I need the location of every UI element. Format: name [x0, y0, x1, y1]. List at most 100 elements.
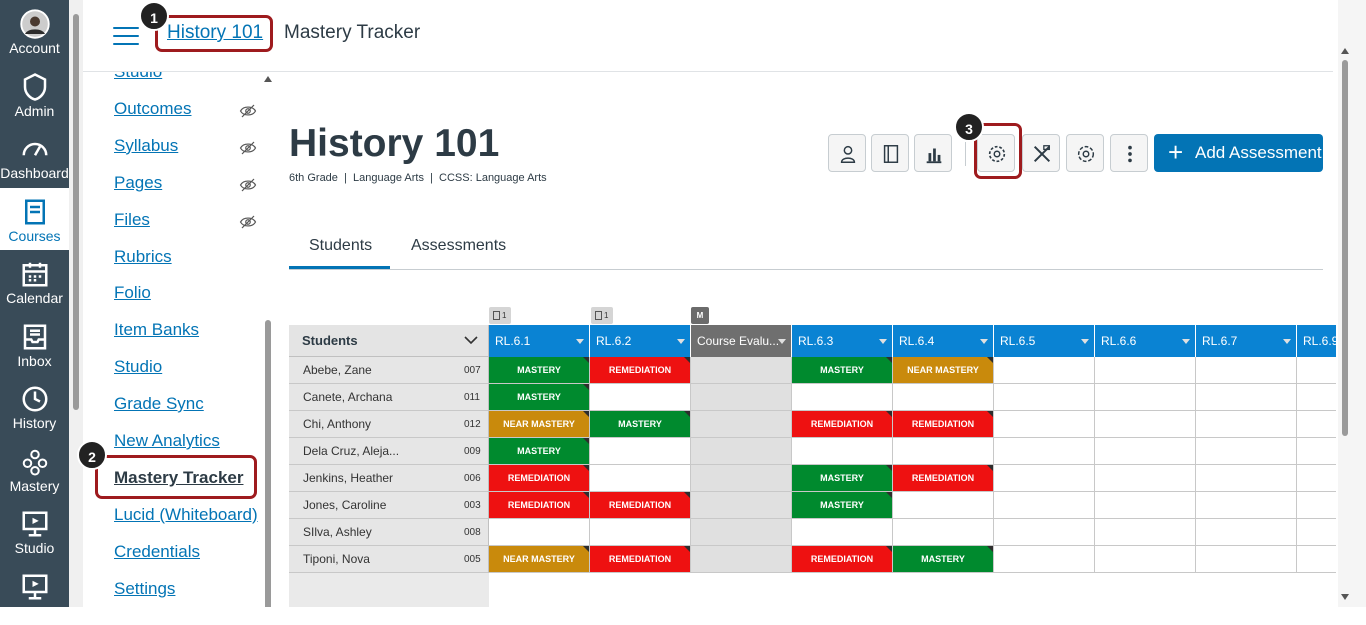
student-row[interactable]: Canete, Archana 011: [289, 384, 489, 411]
score-cell[interactable]: [1196, 546, 1297, 573]
score-cell[interactable]: NEAR MASTERY: [489, 546, 590, 573]
scrollbar-thumb[interactable]: [1342, 60, 1348, 436]
score-cell[interactable]: REMEDIATION: [590, 492, 691, 519]
student-name[interactable]: Abebe, Zane: [303, 363, 372, 377]
score-cell[interactable]: [590, 384, 691, 411]
score-cell[interactable]: [1196, 519, 1297, 546]
score-cell[interactable]: [1095, 519, 1196, 546]
student-name[interactable]: SIlva, Ashley: [303, 525, 372, 539]
score-cell[interactable]: [691, 546, 792, 573]
scroll-down-arrow-icon[interactable]: [1341, 594, 1349, 600]
global-nav-history[interactable]: History: [0, 375, 69, 437]
dropdown-arrow-icon[interactable]: [1081, 339, 1089, 344]
global-nav-extra[interactable]: [0, 563, 69, 625]
student-row[interactable]: SIlva, Ashley 008: [289, 519, 489, 546]
dropdown-arrow-icon[interactable]: [677, 339, 685, 344]
global-nav-dashboard[interactable]: Dashboard: [0, 125, 69, 187]
dropdown-arrow-icon[interactable]: [879, 339, 887, 344]
global-nav-admin[interactable]: Admin: [0, 63, 69, 125]
student-name[interactable]: Tiponi, Nova: [303, 552, 370, 566]
gradebook-button[interactable]: [871, 134, 909, 172]
score-cell[interactable]: MASTERY: [893, 546, 994, 573]
hamburger-menu-icon[interactable]: [113, 27, 139, 47]
score-cell[interactable]: [1196, 357, 1297, 384]
score-cell[interactable]: [1095, 411, 1196, 438]
course-nav-credentials[interactable]: Credentials: [114, 541, 200, 561]
student-row[interactable]: Jenkins, Heather 006: [289, 465, 489, 492]
score-cell[interactable]: [691, 492, 792, 519]
score-cell[interactable]: [691, 519, 792, 546]
scroll-up-arrow-icon[interactable]: [264, 76, 272, 82]
global-nav-account[interactable]: Account: [0, 0, 69, 62]
student-name[interactable]: Dela Cruz, Aleja...: [303, 444, 400, 458]
dropdown-arrow-icon[interactable]: [1182, 339, 1190, 344]
score-cell[interactable]: [691, 384, 792, 411]
tools-button[interactable]: [1022, 134, 1060, 172]
score-cell[interactable]: [590, 465, 691, 492]
score-cell[interactable]: REMEDIATION: [590, 357, 691, 384]
tab-students[interactable]: Students: [309, 237, 373, 254]
score-cell[interactable]: [994, 384, 1095, 411]
score-cell[interactable]: [1297, 438, 1336, 465]
score-cell[interactable]: MASTERY: [489, 438, 590, 465]
course-nav-mastery-tracker[interactable]: Mastery Tracker: [114, 467, 244, 487]
course-nav-outcomes[interactable]: Outcomes: [114, 98, 192, 118]
global-nav-calendar[interactable]: Calendar: [0, 250, 69, 312]
course-nav-syllabus[interactable]: Syllabus: [114, 135, 179, 155]
scrollbar-thumb[interactable]: [73, 14, 79, 410]
global-nav-mastery[interactable]: Mastery: [0, 438, 69, 500]
course-nav-rubrics[interactable]: Rubrics: [114, 246, 172, 266]
score-cell[interactable]: REMEDIATION: [489, 492, 590, 519]
score-cell[interactable]: [1095, 546, 1196, 573]
settings-gear-button[interactable]: [1066, 134, 1104, 172]
course-nav-studio[interactable]: Studio: [114, 72, 162, 82]
score-cell[interactable]: REMEDIATION: [792, 411, 893, 438]
score-cell[interactable]: [893, 438, 994, 465]
more-options-button[interactable]: [1110, 134, 1148, 172]
breadcrumb-course-link[interactable]: History 101: [167, 22, 264, 43]
global-nav-studio[interactable]: Studio: [0, 500, 69, 562]
column-header-rl-6-7[interactable]: RL.6.7: [1196, 325, 1297, 357]
score-cell[interactable]: [691, 411, 792, 438]
scroll-up-arrow-icon[interactable]: [1341, 48, 1349, 54]
score-cell[interactable]: REMEDIATION: [792, 546, 893, 573]
chevron-down-icon[interactable]: [464, 335, 478, 345]
score-cell[interactable]: [994, 357, 1095, 384]
score-cell[interactable]: [1297, 519, 1336, 546]
score-cell[interactable]: [590, 438, 691, 465]
score-cell[interactable]: [1095, 492, 1196, 519]
student-name[interactable]: Canete, Archana: [303, 390, 393, 404]
course-nav-grade-sync[interactable]: Grade Sync: [114, 394, 204, 414]
score-cell[interactable]: [590, 519, 691, 546]
students-column-header[interactable]: Students: [289, 325, 489, 357]
score-cell[interactable]: REMEDIATION: [489, 465, 590, 492]
course-nav-item-banks[interactable]: Item Banks: [114, 320, 200, 340]
course-nav-studio[interactable]: Studio: [114, 357, 163, 377]
score-cell[interactable]: [691, 465, 792, 492]
score-cell[interactable]: NEAR MASTERY: [893, 357, 994, 384]
score-cell[interactable]: [1297, 465, 1336, 492]
score-cell[interactable]: [792, 438, 893, 465]
column-header-rl-6-3[interactable]: RL.6.3: [792, 325, 893, 357]
score-cell[interactable]: [994, 492, 1095, 519]
dropdown-arrow-icon[interactable]: [1283, 339, 1291, 344]
student-row[interactable]: Tiponi, Nova 005: [289, 546, 489, 573]
tab-assessments[interactable]: Assessments: [411, 237, 507, 254]
score-cell[interactable]: [1095, 465, 1196, 492]
column-header-rl-6-6[interactable]: RL.6.6: [1095, 325, 1196, 357]
course-nav-folio[interactable]: Folio: [114, 283, 151, 303]
score-cell[interactable]: MASTERY: [792, 492, 893, 519]
global-nav-courses[interactable]: Courses: [0, 187, 69, 250]
score-cell[interactable]: [691, 357, 792, 384]
score-cell[interactable]: MASTERY: [590, 411, 691, 438]
score-cell[interactable]: [1196, 438, 1297, 465]
column-header-rl-6-5[interactable]: RL.6.5: [994, 325, 1095, 357]
column-header-rl-6-1[interactable]: RL.6.1: [489, 325, 590, 357]
student-row[interactable]: Dela Cruz, Aleja... 009: [289, 438, 489, 465]
score-cell[interactable]: [994, 546, 1095, 573]
global-nav-inbox[interactable]: Inbox: [0, 313, 69, 375]
dropdown-arrow-icon[interactable]: [576, 339, 584, 344]
course-nav-lucid-whiteboard-[interactable]: Lucid (Whiteboard): [114, 504, 258, 524]
score-cell[interactable]: [994, 411, 1095, 438]
student-row[interactable]: Abebe, Zane 007: [289, 357, 489, 384]
